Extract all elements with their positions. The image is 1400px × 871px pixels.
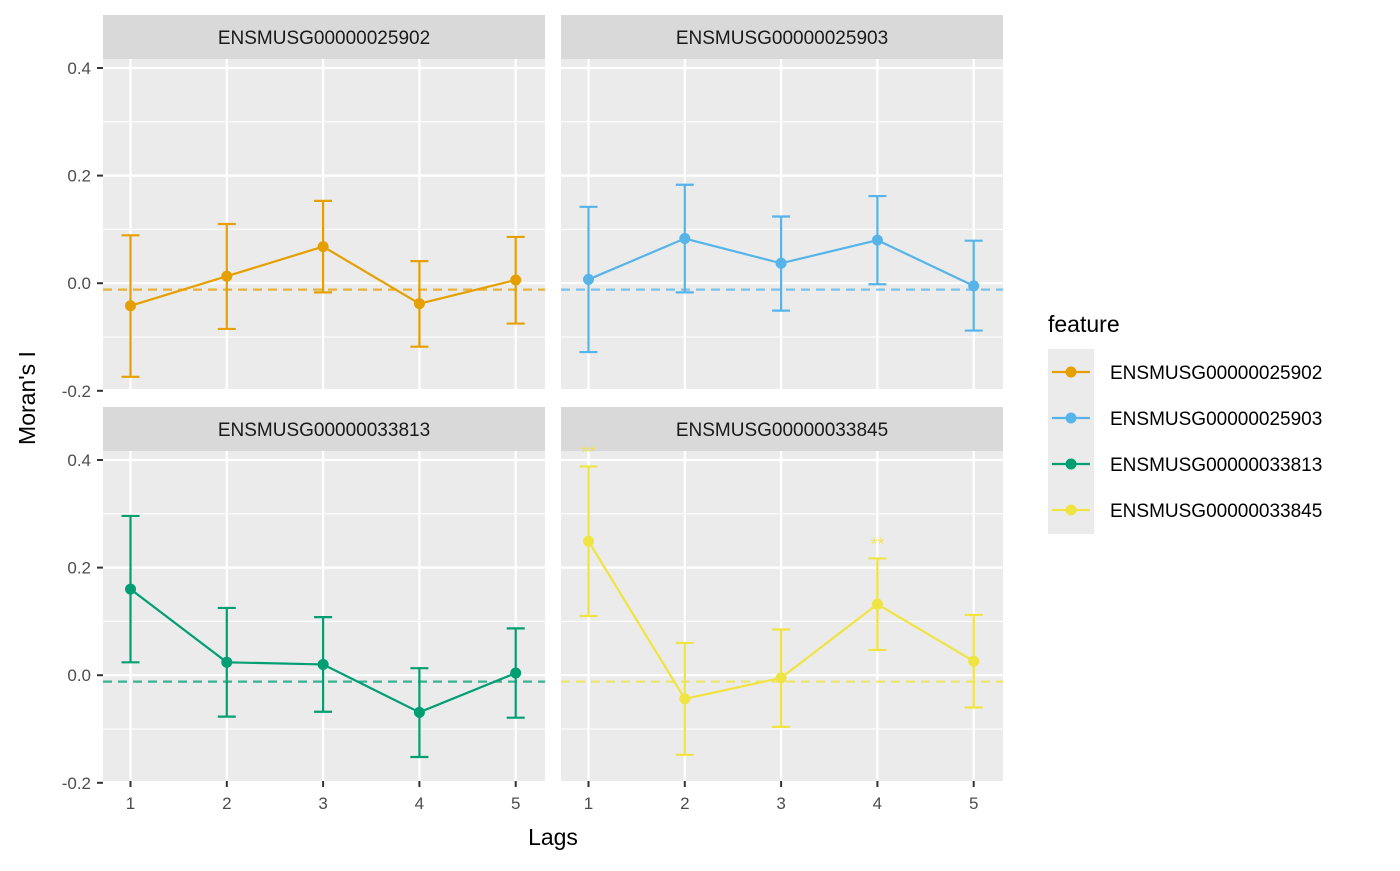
x-tick-label: 2 <box>680 794 689 813</box>
data-point <box>221 656 233 668</box>
legend-key-background <box>1048 349 1094 534</box>
data-point <box>413 298 425 310</box>
x-tick-label: 3 <box>318 794 327 813</box>
data-point <box>775 257 787 269</box>
y-tick-label: 0.0 <box>67 274 91 293</box>
data-point <box>583 273 594 285</box>
data-point <box>968 655 980 667</box>
x-tick-label: 4 <box>873 794 882 813</box>
x-tick-label: 1 <box>126 794 135 813</box>
y-tick-label: 0.0 <box>67 666 91 685</box>
legend-label: ENSMUSG00000033845 <box>1110 501 1322 522</box>
x-tick-label: 5 <box>511 794 520 813</box>
facet-strip <box>103 407 545 451</box>
y-tick-label: 0.4 <box>67 59 91 78</box>
x-tick-label: 5 <box>969 794 978 813</box>
data-point <box>125 300 136 312</box>
data-point <box>775 672 787 684</box>
y-tick-label: 0.4 <box>67 451 91 470</box>
legend-label: ENSMUSG00000033813 <box>1110 455 1322 476</box>
facet-strip <box>103 15 545 59</box>
legend-key-point <box>1065 412 1077 424</box>
y-tick-label: -0.2 <box>62 774 91 793</box>
data-point <box>125 583 136 595</box>
x-tick-label: 3 <box>776 794 785 813</box>
facet-strip-label: ENSMUSG00000033813 <box>218 420 430 441</box>
data-point <box>871 598 883 610</box>
facet-strip-label: ENSMUSG00000033845 <box>676 420 888 441</box>
data-point <box>317 658 329 670</box>
x-axis-title: Lags <box>528 824 578 850</box>
legend-key-point <box>1065 504 1077 516</box>
data-point <box>413 706 425 718</box>
facet-strip <box>561 15 1003 59</box>
facet-strip <box>561 407 1003 451</box>
facet-strip-label: ENSMUSG00000025903 <box>676 28 888 49</box>
data-point <box>510 274 522 286</box>
significance-label: ** <box>581 442 595 462</box>
data-point <box>871 234 883 246</box>
data-point <box>583 535 594 547</box>
legend-title: feature <box>1048 311 1120 337</box>
data-point <box>679 693 691 705</box>
data-point <box>679 233 691 245</box>
legend-label: ENSMUSG00000025902 <box>1110 363 1322 384</box>
y-tick-label: 0.2 <box>67 559 91 578</box>
y-tick-label: 0.2 <box>67 167 91 186</box>
y-tick-label: -0.2 <box>62 382 91 401</box>
legend-key-point <box>1065 458 1077 470</box>
data-point <box>968 280 980 292</box>
legend-label: ENSMUSG00000025903 <box>1110 409 1322 430</box>
y-axis-title: Moran's I <box>14 351 40 445</box>
data-point <box>221 270 233 282</box>
x-tick-label: 4 <box>415 794 424 813</box>
legend-key-point <box>1065 366 1077 378</box>
data-point <box>317 241 329 253</box>
x-tick-label: 2 <box>222 794 231 813</box>
x-tick-label: 1 <box>584 794 593 813</box>
facet-strip-label: ENSMUSG00000025902 <box>218 28 430 49</box>
data-point <box>510 667 522 679</box>
significance-label: ** <box>870 534 884 554</box>
